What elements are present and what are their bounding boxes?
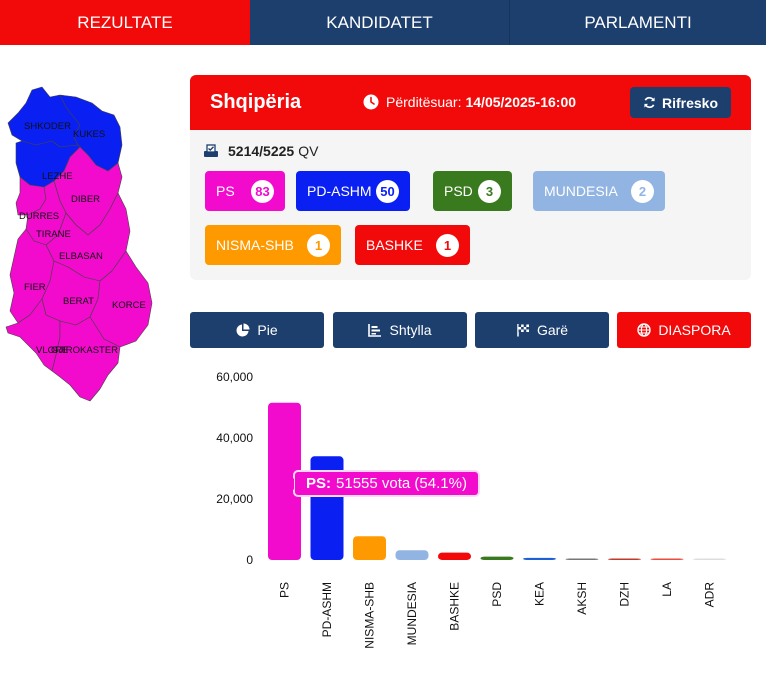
- tab-kandidatet[interactable]: KANDIDATET: [250, 0, 510, 45]
- map-label-berat: BERAT: [63, 296, 94, 307]
- party-name: PD-ASHM: [307, 183, 372, 199]
- race-chart-button[interactable]: Garë: [475, 312, 609, 348]
- party-seats: 2: [631, 180, 654, 203]
- party-seats: 3: [478, 180, 501, 203]
- updated-info: Përditësuar: 14/05/2025-16:00: [363, 94, 576, 110]
- map-label-vlore: VLORE: [36, 345, 68, 356]
- race-chart-label: Garë: [536, 322, 569, 338]
- tab-rezultate[interactable]: REZULTATE: [0, 0, 250, 45]
- party-seats: 1: [436, 234, 459, 257]
- tooltip-party: PS:: [306, 475, 332, 492]
- party-badge-ps[interactable]: PS 83: [205, 171, 285, 211]
- tab-parlamenti[interactable]: PARLAMENTI: [510, 0, 766, 45]
- top-navigation: REZULTATE KANDIDATET PARLAMENTI: [0, 0, 766, 45]
- map-label-diber: DIBER: [71, 194, 100, 205]
- refresh-button[interactable]: Rifresko: [630, 87, 731, 118]
- qv-count: 5214/5225: [228, 143, 295, 159]
- party-name: NISMA-SHB: [216, 237, 294, 253]
- bar-aksh[interactable]: [565, 558, 599, 560]
- tooltip-text: 51555 vota (54.1%): [336, 475, 467, 492]
- albania-map: SHKODER KUKES LEZHE DIBER DURRES TIRANE …: [5, 86, 153, 402]
- x-tick-label: KEA: [533, 582, 547, 606]
- party-badge-mundesia[interactable]: MUNDESIA 2: [533, 171, 665, 211]
- x-tick-label: NISMA-SHB: [363, 582, 377, 649]
- clock-icon: [363, 94, 379, 110]
- pie-chart-button[interactable]: Pie: [190, 312, 324, 348]
- bar-chart-button[interactable]: Shtylla: [333, 312, 467, 348]
- x-tick-label: PS: [278, 582, 292, 598]
- results-summary-card: Shqipëria Përditësuar: 14/05/2025-16:00 …: [190, 75, 751, 280]
- pie-chart-label: Pie: [257, 322, 278, 338]
- party-badge-pd-ashm[interactable]: PD-ASHM 50: [296, 171, 410, 211]
- x-tick-label: LA: [660, 582, 674, 597]
- bar-ps[interactable]: [268, 402, 301, 560]
- x-tick-label: AKSH: [575, 582, 589, 615]
- updated-value: 14/05/2025-16:00: [465, 94, 577, 110]
- party-name: MUNDESIA: [544, 183, 618, 199]
- diaspora-button[interactable]: DIASPORA: [617, 312, 751, 348]
- map-label-korce: KORCE: [112, 300, 146, 311]
- bar-tooltip: PS: 51555 vota (54.1%): [287, 470, 480, 497]
- party-name: BASHKE: [366, 237, 423, 253]
- x-tick-label: PD-ASHM: [320, 582, 334, 637]
- refresh-icon: [644, 96, 655, 109]
- map-label-lezhe: LEZHE: [42, 171, 73, 182]
- map-label-durres: DURRES: [19, 211, 59, 222]
- qv-unit: QV: [298, 143, 319, 159]
- bar-kea[interactable]: [523, 557, 556, 560]
- country-title: Shqipëria: [210, 91, 302, 113]
- y-tick-label: 60,000: [216, 370, 253, 384]
- race-flag-icon: [517, 324, 529, 337]
- map-label-tirane: TIRANE: [36, 229, 71, 240]
- bar-nisma-shb[interactable]: [353, 536, 386, 560]
- bar-psd[interactable]: [480, 556, 514, 560]
- diaspora-label: DIASPORA: [658, 322, 731, 338]
- bar-mundesia[interactable]: [395, 550, 429, 560]
- bar-chart-label: Shtylla: [389, 322, 432, 338]
- x-tick-label: PSD: [490, 582, 504, 607]
- x-tick-label: MUNDESIA: [405, 582, 419, 645]
- bar-adr[interactable]: [693, 558, 726, 561]
- votes-bar-chart: 60,000 40,000 20,000 0 PS PD-ASHM NISMA-SHB MU…: [216, 370, 726, 649]
- map-label-elbasan: ELBASAN: [59, 251, 103, 262]
- map-label-shkoder: SHKODER: [24, 121, 71, 132]
- globe-icon: [637, 323, 652, 337]
- party-seats: 50: [376, 180, 399, 203]
- map-label-gjirokaster: GJIROKASTER: [51, 345, 118, 356]
- party-seats: 1: [307, 234, 330, 257]
- party-name: PS: [216, 183, 235, 199]
- x-tick-label: DZH: [618, 582, 632, 607]
- bar-chart-icon: [368, 324, 382, 337]
- bar-la[interactable]: [650, 558, 684, 561]
- pie-chart-icon: [236, 323, 250, 337]
- refresh-label: Rifresko: [661, 94, 719, 111]
- map-region-gjirokaster[interactable]: [51, 316, 121, 402]
- x-tick-label: ADR: [703, 582, 717, 608]
- tooltip-arrow: [287, 478, 294, 490]
- bar-dzh[interactable]: [608, 558, 641, 561]
- party-badge-nisma-shb[interactable]: NISMA-SHB 1: [205, 225, 341, 265]
- y-tick-label: 40,000: [216, 431, 253, 445]
- ballot-box-icon: [204, 144, 218, 157]
- card-header: Shqipëria Përditësuar: 14/05/2025-16:00 …: [190, 75, 751, 130]
- map-label-kukes: KUKES: [73, 129, 105, 140]
- map-label-fier: FIER: [24, 282, 46, 293]
- updated-label: Përditësuar:: [386, 94, 462, 110]
- x-tick-label: BASHKE: [448, 582, 462, 631]
- party-name: PSD: [444, 183, 473, 199]
- bar-bashke[interactable]: [438, 552, 471, 560]
- y-tick-label: 0: [246, 553, 253, 567]
- party-badge-bashke[interactable]: BASHKE 1: [355, 225, 470, 265]
- polling-stations-counter: 5214/5225 QV: [203, 143, 318, 159]
- party-badge-psd[interactable]: PSD 3: [433, 171, 512, 211]
- party-seats: 83: [251, 180, 274, 203]
- y-tick-label: 20,000: [216, 492, 253, 506]
